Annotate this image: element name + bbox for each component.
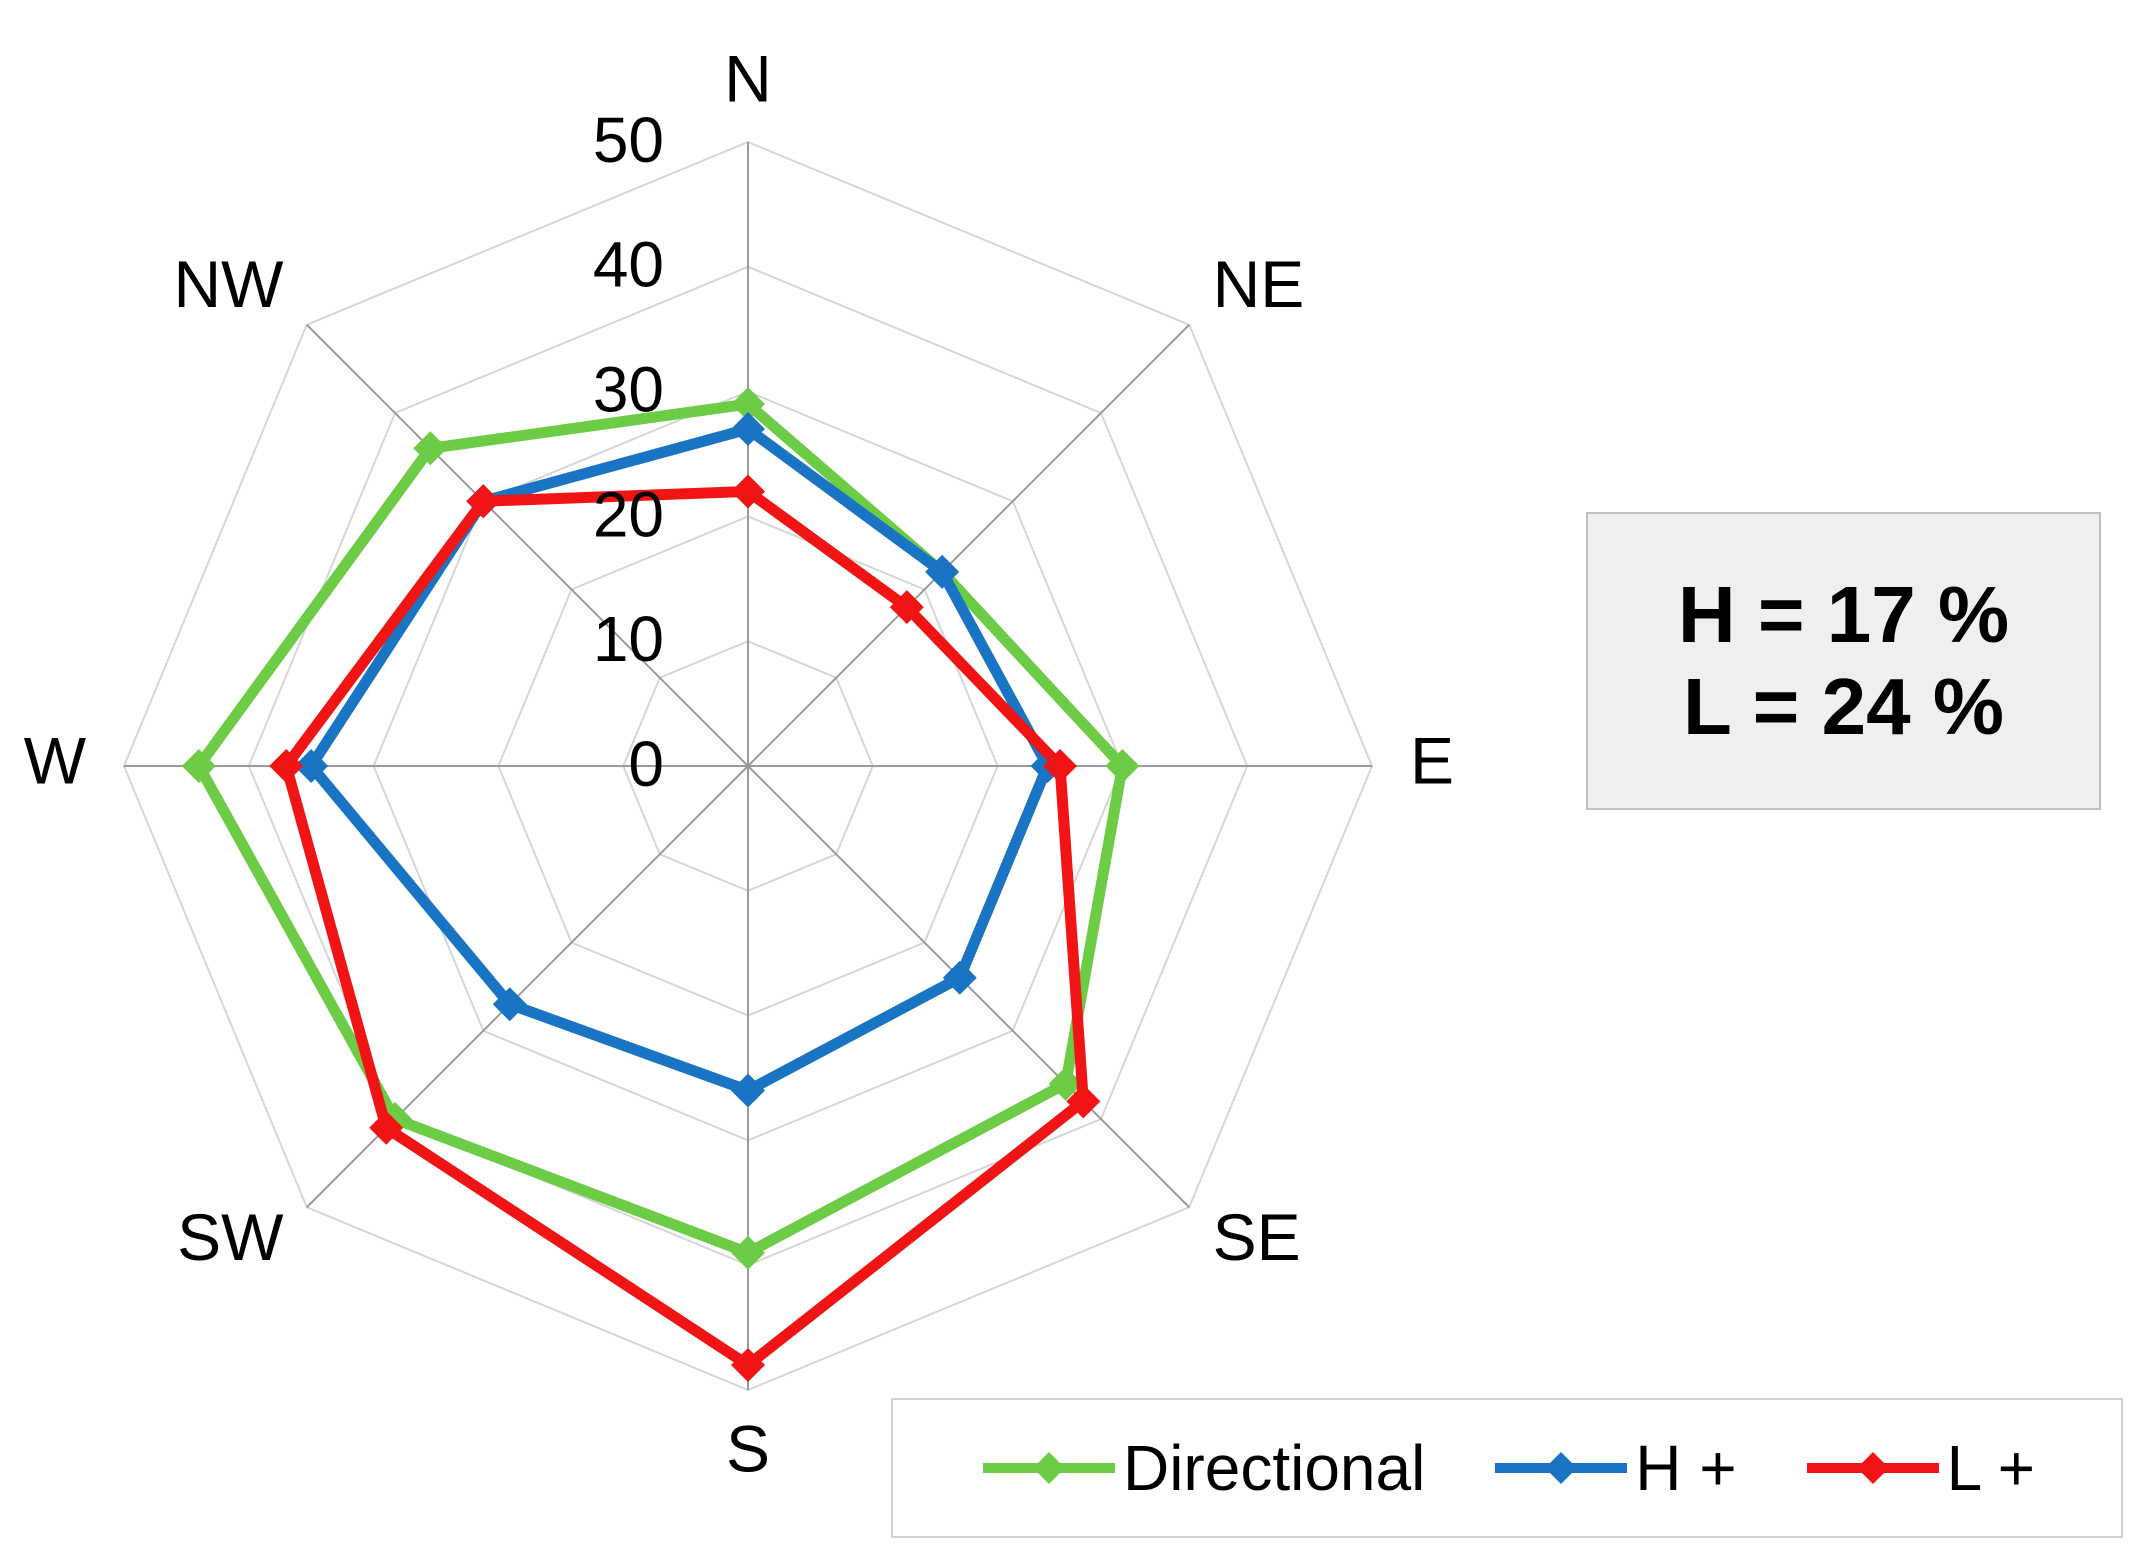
direction-label-SW: SW [177, 1200, 284, 1274]
data-point [413, 431, 448, 466]
data-point [731, 474, 765, 509]
data-point [466, 484, 501, 519]
radial-tick-labels: 0 10 20 30 40 50 [593, 104, 664, 800]
legend-swatch [982, 1452, 1115, 1484]
tick-label: 10 [593, 603, 664, 675]
spoke-NE [747, 324, 1190, 767]
data-point [925, 554, 960, 589]
tick-label: 20 [593, 478, 664, 550]
series-L + [269, 474, 1101, 1383]
legend-item: Directional [979, 1431, 1425, 1505]
spoke-NW [306, 324, 749, 767]
direction-label-E: E [1410, 723, 1454, 797]
data-point [942, 960, 977, 995]
radar-axes [124, 142, 1372, 1390]
legend-item: L + [1803, 1431, 2035, 1505]
direction-label-SE: SE [1213, 1200, 1301, 1274]
legend-swatch [1495, 1452, 1628, 1484]
legend-swatch [1806, 1452, 1939, 1484]
data-point [1105, 749, 1140, 783]
data-point [1048, 1066, 1083, 1101]
data-point [181, 749, 216, 783]
data-point [269, 749, 304, 783]
direction-label-S: S [726, 1411, 770, 1485]
data-point [731, 1348, 765, 1383]
data-point [369, 1110, 404, 1145]
direction-label-NE: NE [1213, 247, 1305, 321]
data-point [889, 590, 924, 625]
legend: Directional H + L + [891, 1398, 2123, 1538]
stat-l: L = 24 % [1683, 662, 2004, 751]
data-point [294, 749, 329, 783]
data-point [731, 1235, 765, 1270]
direction-label-W: W [24, 723, 87, 797]
data-point [1043, 749, 1077, 783]
tick-label: 0 [628, 728, 664, 800]
legend-label: H + [1635, 1432, 1737, 1504]
stat-h: H = 17 % [1677, 570, 2010, 659]
data-point [1066, 1084, 1101, 1119]
data-point [731, 1073, 765, 1108]
series-line [305, 423, 1054, 1096]
direction-label-N: N [724, 41, 772, 115]
direction-label-NW: NW [173, 247, 284, 321]
data-point [731, 412, 765, 447]
tick-label: 30 [593, 354, 664, 426]
data-point [731, 387, 765, 422]
legend-label: L + [1946, 1432, 2035, 1504]
legend-label: Directional [1122, 1432, 1426, 1504]
direction-labels: N NE E SE S SW W NW [24, 41, 1454, 1485]
tick-label: 40 [593, 229, 664, 301]
legend-item: H + [1491, 1431, 1737, 1505]
stats-annotation-box: H = 17 % L = 24 % [1586, 512, 2101, 810]
data-point [492, 987, 527, 1022]
radar-series [181, 387, 1140, 1383]
series-H + [294, 412, 1065, 1108]
spoke-SE [747, 765, 1190, 1208]
tick-label: 50 [593, 104, 664, 176]
